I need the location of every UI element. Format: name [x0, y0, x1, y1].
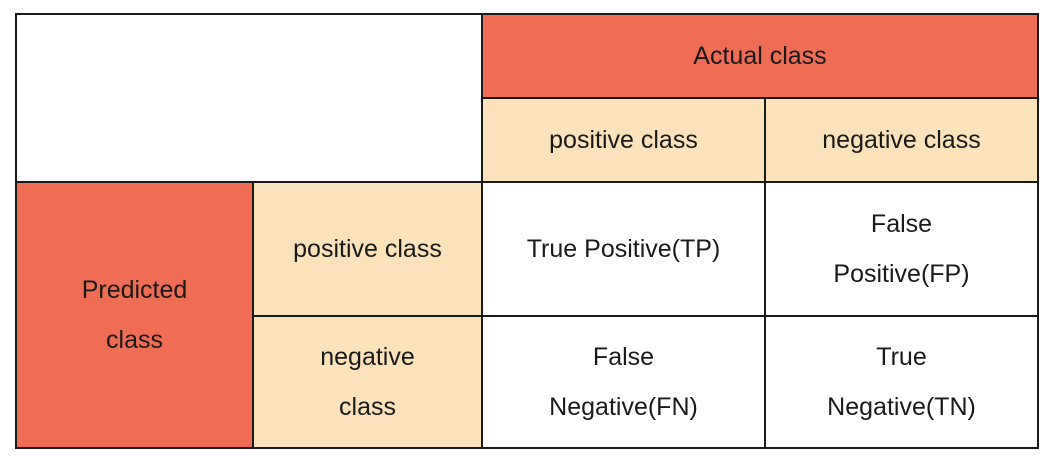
predicted-positive-header: positive class [253, 182, 482, 316]
predicted-negative-header: negative class [253, 316, 482, 448]
actual-positive-label: positive class [549, 126, 698, 154]
actual-negative-header: negative class [765, 98, 1038, 182]
actual-class-label: Actual class [693, 42, 827, 70]
true-positive-cell: True Positive(TP) [482, 182, 765, 316]
predicted-negative-label: negative class [320, 343, 415, 421]
false-negative-label: False Negative(FN) [549, 343, 698, 421]
true-negative-cell: True Negative(TN) [765, 316, 1038, 448]
predicted-class-header: Predicted class [16, 182, 253, 448]
true-negative-label: True Negative(TN) [827, 343, 976, 421]
predicted-class-label: Predicted class [81, 276, 188, 354]
false-positive-cell: False Positive(FP) [765, 182, 1038, 316]
false-positive-label: False Positive(FP) [833, 210, 970, 288]
empty-corner-cell [16, 14, 482, 182]
actual-positive-header: positive class [482, 98, 765, 182]
table-outer-border [15, 13, 1039, 449]
predicted-positive-label: positive class [293, 235, 442, 263]
actual-negative-label: negative class [822, 126, 981, 154]
true-positive-label: True Positive(TP) [526, 235, 721, 263]
false-negative-cell: False Negative(FN) [482, 316, 765, 448]
actual-class-header: Actual class [482, 14, 1038, 98]
